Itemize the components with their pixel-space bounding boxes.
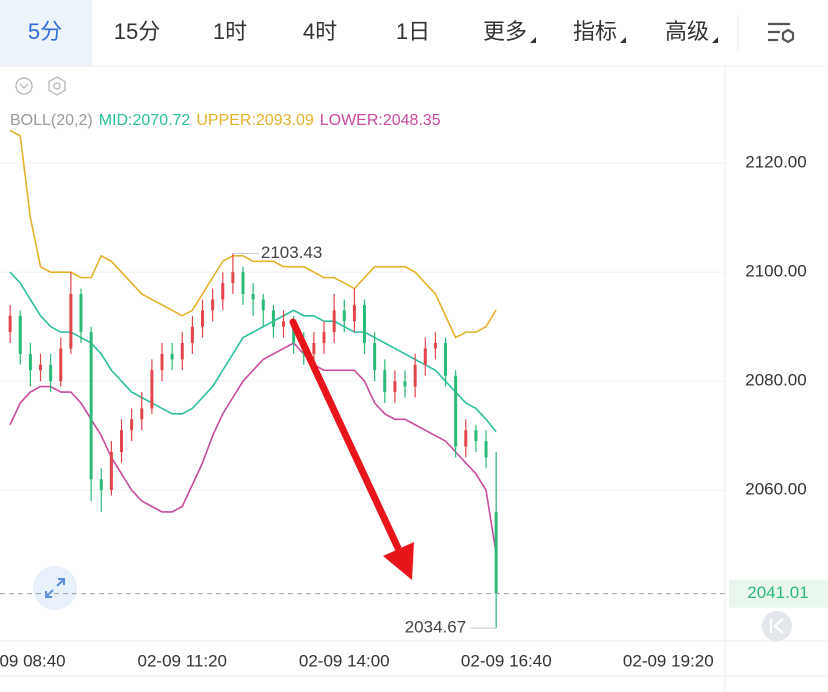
candle-body [383, 370, 387, 393]
candle-body [99, 479, 103, 491]
candle-body [271, 310, 275, 327]
candle-body [231, 272, 235, 284]
bollinger-line [9, 342, 497, 554]
reset-button[interactable] [762, 611, 792, 641]
candle-body [39, 364, 43, 371]
tab[interactable]: 1时 [213, 19, 247, 44]
candle-body [342, 310, 346, 322]
x-tick-label: 02-09 16:40 [461, 651, 552, 670]
candle-body [373, 343, 377, 371]
candle-body [180, 343, 184, 360]
candle-body [393, 381, 397, 393]
tab[interactable]: 5分 [28, 19, 62, 44]
candle-body [89, 332, 93, 480]
candle-body [201, 310, 205, 327]
candle-body [423, 348, 427, 365]
trend-arrow [289, 318, 414, 580]
candle-body [464, 430, 468, 447]
candle-body [160, 353, 164, 371]
plot [0, 129, 725, 629]
candle-body [433, 343, 437, 349]
y-tick-label: 2100.00 [745, 262, 806, 281]
x-tick-label: 02-09 11:20 [138, 651, 227, 670]
candle-body [170, 353, 174, 360]
candle-body [413, 364, 417, 387]
candle-body [190, 326, 194, 344]
min-price-label: 2034.67 [405, 618, 466, 637]
candle-body [79, 293, 83, 333]
candle-body [494, 511, 498, 594]
candle-body [352, 304, 356, 322]
x-tick-label: 02-09 14:00 [299, 651, 390, 670]
collapse-icon[interactable] [15, 77, 33, 95]
expand-button[interactable] [33, 566, 77, 610]
candle-body [28, 353, 32, 371]
candle-body [292, 321, 296, 344]
candle-body [221, 283, 225, 300]
tab[interactable]: 更多 [483, 19, 527, 44]
candle-body [8, 315, 12, 333]
candle-body [444, 343, 448, 376]
last-price-box [729, 579, 828, 608]
indicator-title: BOLL(20,2) [10, 112, 93, 129]
candle-body [49, 364, 53, 382]
last-price-label: 2041.01 [747, 583, 808, 602]
indicator-value: LOWER:2048.35 [320, 112, 441, 129]
candle-body [211, 299, 215, 311]
tab-dropdown-mark [530, 37, 536, 43]
x-tick-label: 02-09 08:40 [0, 651, 66, 670]
tab[interactable]: 指标 [573, 19, 617, 44]
candle-body [322, 332, 326, 344]
tab[interactable]: 1日 [396, 19, 430, 44]
indicator-value: MID:2070.72 [99, 112, 191, 129]
candle-body [363, 304, 367, 344]
max-price-label: 2103.43 [261, 243, 322, 262]
tab[interactable]: 4时 [303, 19, 337, 44]
y-tick-label: 2120.00 [745, 153, 806, 172]
candle-body [332, 310, 336, 333]
candle-body [241, 272, 245, 294]
y-tick-label: 2080.00 [745, 371, 806, 390]
candle-body [120, 430, 124, 452]
indicator-value: UPPER:2093.09 [196, 112, 314, 129]
candle-body [474, 430, 478, 442]
candle-body [312, 343, 316, 354]
candle-body [18, 315, 22, 354]
candle-body [484, 441, 488, 458]
candle-body [282, 321, 286, 327]
settings-icon[interactable] [768, 22, 795, 44]
candle-body [403, 381, 407, 387]
tab[interactable]: 15分 [114, 19, 160, 44]
tab-dropdown-mark [712, 37, 718, 43]
candle-body [130, 419, 134, 431]
active-tab-bg [0, 0, 92, 66]
tab[interactable]: 高级 [665, 19, 709, 44]
candle-body [59, 348, 63, 382]
candle-body [261, 299, 265, 311]
candle-body [251, 293, 255, 300]
x-tick-label: 02-09 19:20 [623, 651, 714, 670]
gear-icon[interactable] [48, 76, 66, 96]
candle-body [140, 408, 144, 420]
indicator-legend: BOLL(20,2) MID:2070.72 UPPER:2093.09 LOWER:… [10, 112, 441, 129]
y-tick-label: 2060.00 [745, 480, 806, 499]
candle-body [454, 375, 458, 447]
bollinger-line [9, 129, 497, 339]
candle-body [109, 451, 113, 491]
tab-dropdown-mark [620, 37, 626, 43]
candle-body [69, 293, 73, 349]
candle-body [150, 370, 154, 409]
